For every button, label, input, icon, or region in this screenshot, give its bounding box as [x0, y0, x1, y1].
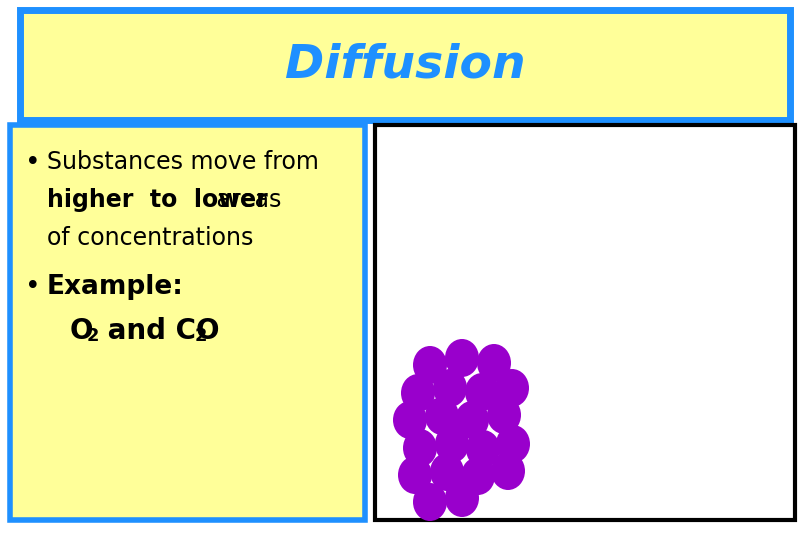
Text: Substances move from: Substances move from [47, 150, 319, 174]
Ellipse shape [465, 373, 499, 411]
Text: Example:: Example: [47, 274, 184, 300]
Ellipse shape [491, 452, 525, 490]
Text: O: O [70, 317, 93, 345]
Ellipse shape [413, 483, 447, 521]
Ellipse shape [495, 369, 529, 407]
Text: •: • [25, 150, 40, 176]
Text: Diffusion: Diffusion [284, 43, 526, 87]
Ellipse shape [487, 396, 521, 434]
Ellipse shape [477, 344, 511, 382]
Text: •: • [25, 274, 40, 300]
Text: areas: areas [209, 188, 281, 212]
Text: 2: 2 [195, 327, 207, 345]
Ellipse shape [393, 401, 427, 439]
Ellipse shape [398, 456, 432, 494]
Ellipse shape [435, 425, 469, 463]
FancyBboxPatch shape [20, 10, 790, 120]
Ellipse shape [430, 453, 464, 491]
Ellipse shape [401, 374, 435, 412]
Text: and CO: and CO [98, 317, 220, 345]
Ellipse shape [425, 397, 459, 435]
Ellipse shape [455, 401, 489, 439]
Ellipse shape [433, 369, 467, 407]
Ellipse shape [445, 339, 479, 377]
Ellipse shape [466, 430, 500, 468]
FancyBboxPatch shape [375, 125, 795, 520]
Ellipse shape [403, 429, 437, 467]
Ellipse shape [496, 425, 530, 463]
Text: higher  to  lower: higher to lower [47, 188, 268, 212]
Ellipse shape [461, 457, 495, 495]
FancyBboxPatch shape [10, 125, 365, 520]
Ellipse shape [445, 479, 479, 517]
Ellipse shape [413, 346, 447, 384]
Text: 2: 2 [87, 327, 100, 345]
Text: of concentrations: of concentrations [47, 226, 254, 250]
